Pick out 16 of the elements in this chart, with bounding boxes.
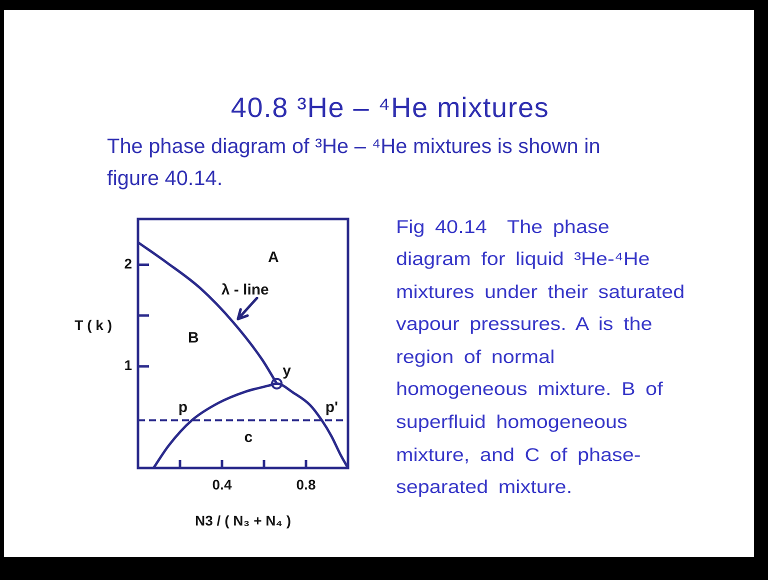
x-tick-label: 0.4 [212,476,232,492]
y-tick-label: 2 [124,256,132,272]
y-tick-label: 1 [124,357,132,374]
annotation: p' [325,398,338,416]
y-axis-title: T ( k ) [74,316,112,333]
annotation: A [268,249,280,266]
annotation: λ - line [221,282,269,299]
annotation: p [178,398,188,416]
x-tick-label: 0.8 [296,476,316,492]
chart-title: 40.8 ³He – ⁴He mixtures [230,91,550,125]
annotation: y [282,362,292,380]
annotation: B [188,329,200,346]
x-axis-title: N3 / ( N₃ + N₄ ) [195,512,291,528]
text: Fig 40.14 The phase diagram for liquid ³He-⁴He mixtures under their saturated vapour pressures. A is the region of normal homogeneous mixture. B of superfluid homogeneous mixture, and C of phase-separated mixture. [396,216,685,498]
chart-subtitle: The phase diagram of ³He – ⁴He mixtures is shown in figure 40.14. [107,134,602,192]
annotation: c [244,428,253,446]
